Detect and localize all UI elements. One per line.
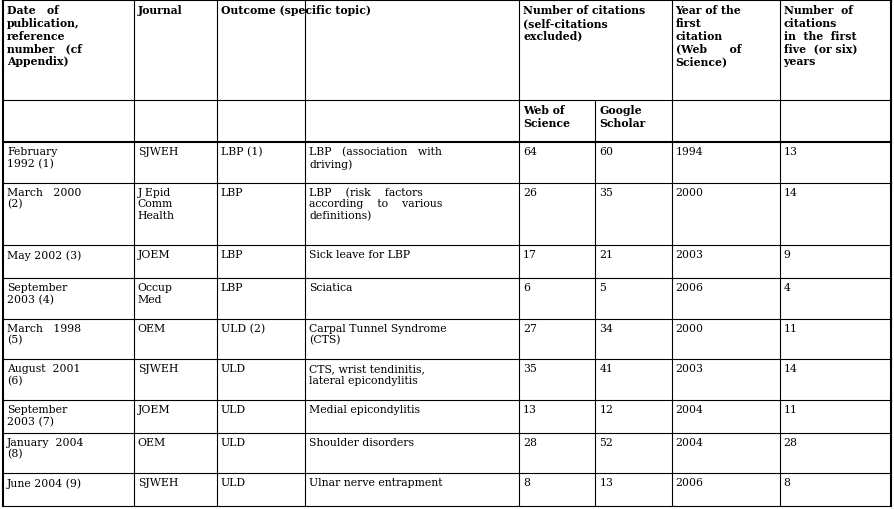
Text: 35: 35 [523, 363, 537, 374]
Text: March   2000
(2): March 2000 (2) [7, 187, 81, 209]
Text: SJWEH: SJWEH [138, 477, 178, 487]
Text: 11: 11 [783, 323, 797, 333]
Text: 2006: 2006 [676, 477, 704, 487]
Text: 27: 27 [523, 323, 537, 333]
Text: 17: 17 [523, 250, 537, 260]
Text: ULD: ULD [221, 477, 246, 487]
Text: JOEM: JOEM [138, 404, 171, 414]
Text: LBP (1): LBP (1) [221, 147, 262, 157]
Text: Year of the
first
citation
(Web      of
Science): Year of the first citation (Web of Scien… [676, 5, 741, 67]
Text: 64: 64 [523, 147, 537, 157]
Text: 13: 13 [599, 477, 613, 487]
Text: 2000: 2000 [676, 323, 704, 333]
Text: SJWEH: SJWEH [138, 147, 178, 157]
Text: CTS, wrist tendinitis,
lateral epicondylitis: CTS, wrist tendinitis, lateral epicondyl… [309, 363, 426, 385]
Text: Sciatica: Sciatica [309, 282, 353, 293]
Text: ULD: ULD [221, 404, 246, 414]
Text: 2004: 2004 [676, 404, 704, 414]
Text: Occup
Med: Occup Med [138, 282, 173, 304]
Text: ULD: ULD [221, 363, 246, 374]
Text: 5: 5 [599, 282, 606, 293]
Text: 11: 11 [783, 404, 797, 414]
Text: JOEM: JOEM [138, 250, 171, 260]
Text: Date   of
publication,
reference
number   (cf
Appendix): Date of publication, reference number (c… [7, 5, 82, 67]
Text: Google
Scholar: Google Scholar [599, 105, 645, 129]
Text: March   1998
(5): March 1998 (5) [7, 323, 81, 345]
Text: 13: 13 [783, 147, 797, 157]
Text: 2004: 2004 [676, 437, 704, 447]
Text: 8: 8 [523, 477, 530, 487]
Text: 21: 21 [599, 250, 613, 260]
Text: LBP   (association   with
driving): LBP (association with driving) [309, 147, 443, 169]
Text: 4: 4 [783, 282, 790, 293]
Text: 2000: 2000 [676, 187, 704, 197]
Text: Ulnar nerve entrapment: Ulnar nerve entrapment [309, 477, 443, 487]
Text: 60: 60 [599, 147, 613, 157]
Text: Sick leave for LBP: Sick leave for LBP [309, 250, 410, 260]
Text: February
1992 (1): February 1992 (1) [7, 147, 57, 168]
Text: J Epid
Comm
Health: J Epid Comm Health [138, 187, 174, 220]
Text: Carpal Tunnel Syndrome
(CTS): Carpal Tunnel Syndrome (CTS) [309, 323, 447, 345]
Text: May 2002 (3): May 2002 (3) [7, 250, 81, 261]
Text: Number of citations
(self-citations
excluded): Number of citations (self-citations excl… [523, 5, 645, 42]
Text: June 2004 (9): June 2004 (9) [7, 477, 82, 488]
Text: LBP: LBP [221, 282, 243, 293]
Text: Journal: Journal [138, 5, 182, 16]
Text: 41: 41 [599, 363, 613, 374]
Text: OEM: OEM [138, 437, 166, 447]
Text: ULD: ULD [221, 437, 246, 447]
Text: Medial epicondylitis: Medial epicondylitis [309, 404, 420, 414]
Text: 34: 34 [599, 323, 613, 333]
Text: ULD (2): ULD (2) [221, 323, 265, 333]
Text: 35: 35 [599, 187, 613, 197]
Text: 14: 14 [783, 363, 797, 374]
Text: 28: 28 [783, 437, 797, 447]
Text: OEM: OEM [138, 323, 166, 333]
Text: 12: 12 [599, 404, 613, 414]
Text: 2003: 2003 [676, 250, 704, 260]
Text: Web of
Science: Web of Science [523, 105, 570, 129]
Text: 28: 28 [523, 437, 537, 447]
Text: SJWEH: SJWEH [138, 363, 178, 374]
Text: 52: 52 [599, 437, 613, 447]
Text: Shoulder disorders: Shoulder disorders [309, 437, 415, 447]
Text: LBP: LBP [221, 187, 243, 197]
Text: 26: 26 [523, 187, 537, 197]
Text: LBP    (risk    factors
according    to    various
definitions): LBP (risk factors according to various d… [309, 187, 443, 221]
Text: September
2003 (4): September 2003 (4) [7, 282, 67, 304]
Text: 13: 13 [523, 404, 537, 414]
Text: Number  of
citations
in  the  first
five  (or six)
years: Number of citations in the first five (o… [783, 5, 857, 67]
Text: September
2003 (7): September 2003 (7) [7, 404, 67, 426]
Text: January  2004
(8): January 2004 (8) [7, 437, 84, 459]
Text: LBP: LBP [221, 250, 243, 260]
Text: 8: 8 [783, 477, 790, 487]
Text: 2003: 2003 [676, 363, 704, 374]
Text: 2006: 2006 [676, 282, 704, 293]
Text: 1994: 1994 [676, 147, 704, 157]
Text: 6: 6 [523, 282, 530, 293]
Text: 9: 9 [783, 250, 790, 260]
Text: August  2001
(6): August 2001 (6) [7, 363, 80, 385]
Text: Outcome (specific topic): Outcome (specific topic) [221, 5, 371, 16]
Text: 14: 14 [783, 187, 797, 197]
